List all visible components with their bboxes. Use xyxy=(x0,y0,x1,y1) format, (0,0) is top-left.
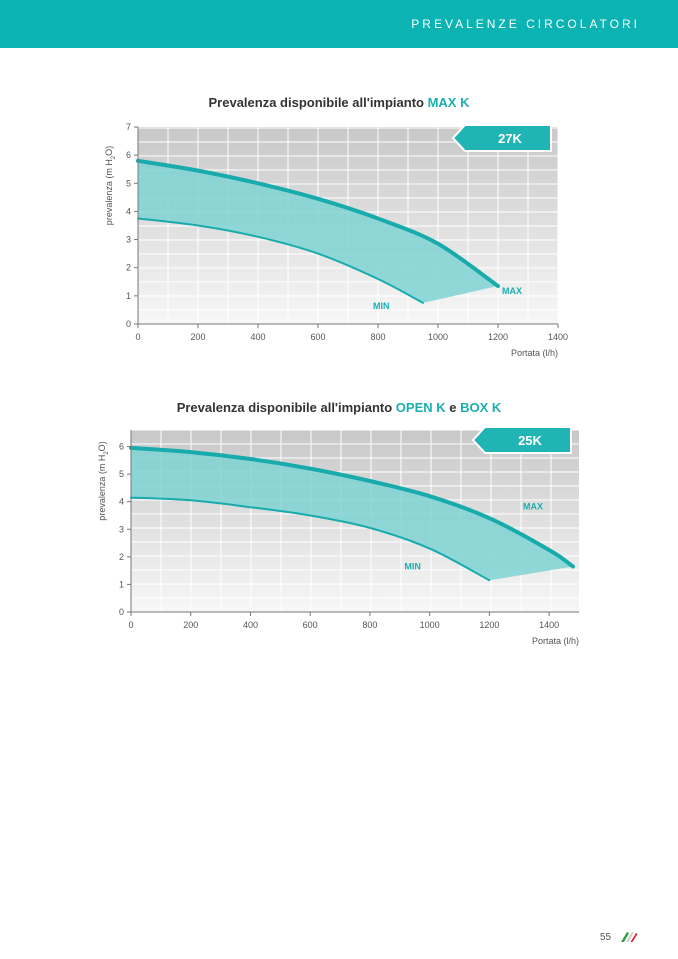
y-tick-label: 5 xyxy=(119,469,124,479)
x-tick-label: 1200 xyxy=(479,620,499,630)
x-tick-label: 400 xyxy=(250,332,265,342)
y-axis-title: prevalenza (m H2O) xyxy=(97,441,110,520)
y-tick-label: 1 xyxy=(119,579,124,589)
x-tick-label: 1400 xyxy=(548,332,568,342)
chart-title-main: Prevalenza disponibile all'impianto xyxy=(209,95,428,110)
y-axis-title-subscript: 2 xyxy=(111,155,117,159)
series-line-min xyxy=(137,217,424,304)
available-head-area xyxy=(131,447,573,581)
y-tick-label: 0 xyxy=(126,319,131,329)
chart-max-k: Prevalenza disponibile all'impianto MAX … xyxy=(104,95,568,358)
x-tick-label: 800 xyxy=(370,332,385,342)
y-tick-label: 3 xyxy=(126,235,131,245)
y-axis-title-text: prevalenza (m H xyxy=(97,455,107,521)
x-tick-label: 400 xyxy=(243,620,258,630)
chart-title-main: Prevalenza disponibile all'impianto xyxy=(177,400,396,415)
page-number: 55 xyxy=(600,932,612,943)
y-tick-label: 7 xyxy=(126,122,131,132)
chart-title-join: e xyxy=(446,400,460,415)
chart-title-model: MAX K xyxy=(428,95,471,110)
y-axis-title: prevalenza (m H2O) xyxy=(104,146,117,225)
x-tick-label: 600 xyxy=(310,332,325,342)
model-badge-label: 25K xyxy=(518,433,542,448)
x-tick-label: 200 xyxy=(183,620,198,630)
x-axis-title: Portata (l/h) xyxy=(532,636,579,646)
chart-title-model: OPEN K xyxy=(396,400,446,415)
y-tick-label: 6 xyxy=(119,442,124,452)
x-tick-label: 1400 xyxy=(539,620,559,630)
series-label-max: MAX xyxy=(502,286,522,296)
y-axis-title-end: O) xyxy=(104,146,114,156)
available-head-area xyxy=(138,160,498,303)
y-axis-title-end: O) xyxy=(97,441,107,451)
y-tick-label: 4 xyxy=(126,206,131,216)
series-label-min: MIN xyxy=(404,561,421,571)
x-tick-label: 800 xyxy=(362,620,377,630)
y-tick-label: 2 xyxy=(126,263,131,273)
y-tick-label: 4 xyxy=(119,497,124,507)
series-line-max xyxy=(129,445,575,569)
x-axis-title: Portata (l/h) xyxy=(511,348,558,358)
chart-open-box-k: Prevalenza disponibile all'impianto OPEN… xyxy=(97,400,579,646)
x-tick-label: 0 xyxy=(128,620,133,630)
x-tick-label: 600 xyxy=(303,620,318,630)
header-title: PREVALENZE CIRCOLATORI xyxy=(411,17,640,31)
y-tick-label: 6 xyxy=(126,150,131,160)
chart-title: Prevalenza disponibile all'impianto MAX … xyxy=(209,95,471,110)
y-tick-label: 3 xyxy=(119,524,124,534)
tricolor-brand-icon xyxy=(621,932,638,942)
series-label-max: MAX xyxy=(523,502,543,512)
y-tick-label: 1 xyxy=(126,291,131,301)
model-badge-label: 27K xyxy=(498,131,522,146)
model-badge: 25K xyxy=(471,426,572,454)
model-badge: 27K xyxy=(451,124,552,152)
y-tick-label: 5 xyxy=(126,178,131,188)
series-line-min xyxy=(130,496,491,582)
y-axis-title-text: prevalenza (m H xyxy=(104,159,114,225)
x-tick-label: 1000 xyxy=(420,620,440,630)
y-tick-label: 0 xyxy=(119,607,124,617)
series-line-max xyxy=(136,158,500,288)
model-badge-arrow xyxy=(471,426,572,454)
x-tick-label: 0 xyxy=(135,332,140,342)
series-label-min: MIN xyxy=(373,301,390,311)
x-tick-label: 1200 xyxy=(488,332,508,342)
model-badge-arrow xyxy=(451,124,552,152)
x-tick-label: 1000 xyxy=(428,332,448,342)
x-tick-label: 200 xyxy=(190,332,205,342)
y-axis-title-subscript: 2 xyxy=(104,451,110,455)
chart-title: Prevalenza disponibile all'impianto OPEN… xyxy=(177,400,502,415)
chart-title-model-2: BOX K xyxy=(460,400,502,415)
y-tick-label: 2 xyxy=(119,552,124,562)
header-band: PREVALENZE CIRCOLATORI xyxy=(0,0,678,48)
